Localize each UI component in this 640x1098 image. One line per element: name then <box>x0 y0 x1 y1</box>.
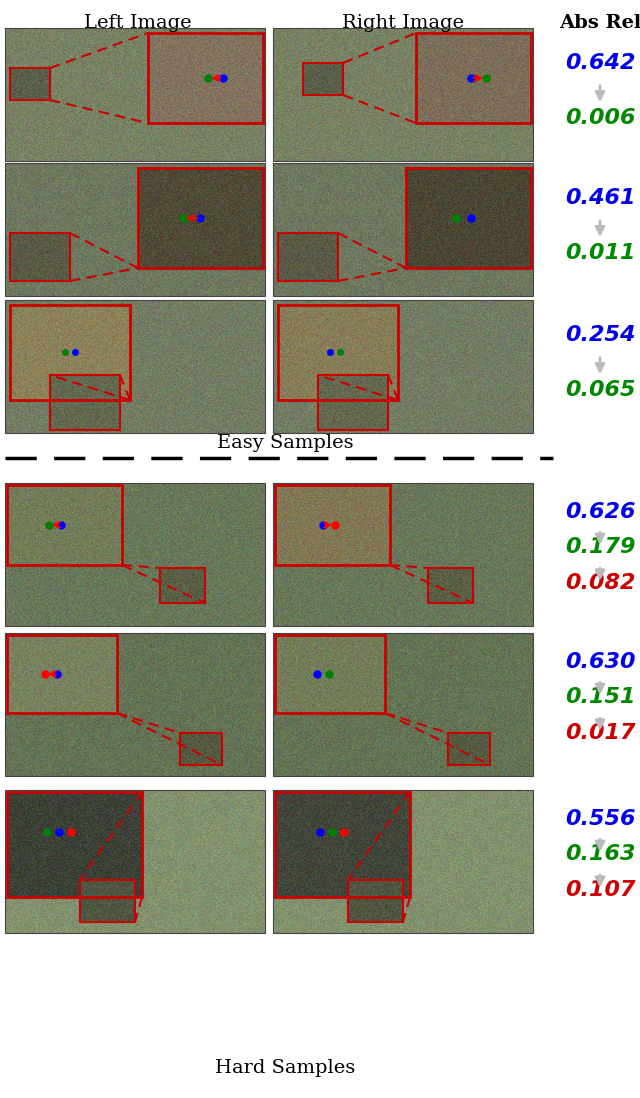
Bar <box>275 635 385 713</box>
Bar <box>416 33 531 123</box>
Text: Abs Rel: Abs Rel <box>559 14 640 32</box>
Bar <box>406 168 531 268</box>
Text: 0.626: 0.626 <box>564 502 636 522</box>
Bar <box>273 163 533 296</box>
Bar <box>273 634 533 776</box>
Bar <box>10 305 130 400</box>
Bar <box>5 29 265 161</box>
Bar <box>5 634 265 776</box>
Bar <box>5 163 265 296</box>
Text: Hard Samples: Hard Samples <box>215 1058 355 1077</box>
Text: Easy Samples: Easy Samples <box>217 434 353 452</box>
Text: 0.017: 0.017 <box>564 724 636 743</box>
Text: 0.642: 0.642 <box>564 53 636 72</box>
Bar <box>448 733 490 765</box>
Bar <box>10 68 50 100</box>
Bar <box>5 483 265 626</box>
Text: 0.179: 0.179 <box>564 537 636 558</box>
Bar <box>160 568 205 603</box>
Bar <box>275 792 410 897</box>
Bar <box>273 483 533 626</box>
Text: 0.006: 0.006 <box>564 108 636 128</box>
Bar <box>7 485 122 565</box>
Bar <box>10 233 70 281</box>
Bar <box>5 300 265 433</box>
Bar <box>318 376 388 430</box>
Text: 0.254: 0.254 <box>564 325 636 345</box>
Bar <box>148 33 263 123</box>
Text: Left Image: Left Image <box>84 14 192 32</box>
Bar <box>273 29 533 161</box>
Bar <box>50 376 120 430</box>
Bar <box>348 879 403 922</box>
Text: 0.065: 0.065 <box>564 380 636 400</box>
Text: 0.011: 0.011 <box>564 243 636 264</box>
Bar <box>278 305 398 400</box>
Bar <box>80 879 135 922</box>
Text: 0.107: 0.107 <box>564 881 636 900</box>
Text: Right Image: Right Image <box>342 14 464 32</box>
Bar <box>275 485 390 565</box>
Bar <box>7 635 117 713</box>
Text: 0.556: 0.556 <box>564 808 636 829</box>
Bar <box>303 63 343 96</box>
Text: 0.630: 0.630 <box>564 651 636 672</box>
Bar <box>5 789 265 933</box>
Text: 0.163: 0.163 <box>564 844 636 864</box>
Bar <box>273 300 533 433</box>
Text: 0.082: 0.082 <box>564 573 636 593</box>
Bar <box>273 789 533 933</box>
Bar <box>428 568 473 603</box>
Text: 0.461: 0.461 <box>564 188 636 208</box>
Text: 0.151: 0.151 <box>564 687 636 707</box>
Bar <box>138 168 263 268</box>
Bar <box>7 792 142 897</box>
Bar <box>278 233 338 281</box>
Bar <box>180 733 222 765</box>
